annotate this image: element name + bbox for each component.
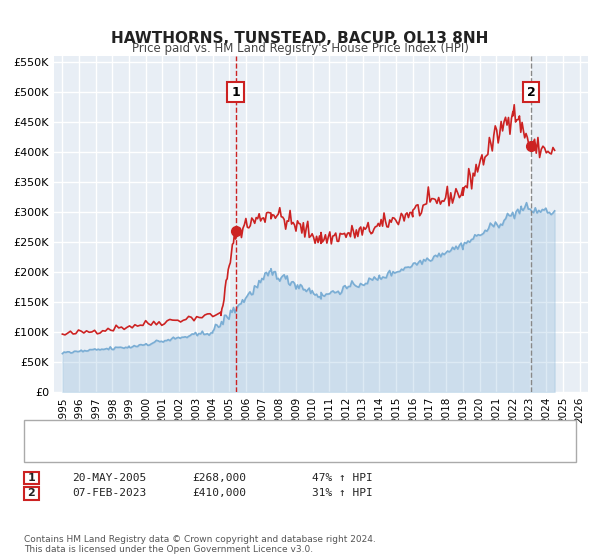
Text: ————: ———— <box>42 436 97 449</box>
Text: 20-MAY-2005: 20-MAY-2005 <box>72 473 146 483</box>
Text: 07-FEB-2023: 07-FEB-2023 <box>72 488 146 498</box>
Text: ————: ———— <box>42 447 97 460</box>
Text: Price paid vs. HM Land Registry's House Price Index (HPI): Price paid vs. HM Land Registry's House … <box>131 42 469 55</box>
Text: £268,000: £268,000 <box>192 473 246 483</box>
Text: Contains HM Land Registry data © Crown copyright and database right 2024.
This d: Contains HM Land Registry data © Crown c… <box>24 535 376 554</box>
Text: 1: 1 <box>28 473 35 483</box>
Text: £410,000: £410,000 <box>192 488 246 498</box>
Text: HPI: Average price, detached house, Rossendale: HPI: Average price, detached house, Ross… <box>87 449 339 459</box>
Text: 1: 1 <box>231 86 240 99</box>
Text: HAWTHORNS, TUNSTEAD, BACUP, OL13 8NH (detached house): HAWTHORNS, TUNSTEAD, BACUP, OL13 8NH (de… <box>87 437 414 447</box>
Text: 2: 2 <box>28 488 35 498</box>
Text: HAWTHORNS, TUNSTEAD, BACUP, OL13 8NH: HAWTHORNS, TUNSTEAD, BACUP, OL13 8NH <box>112 31 488 46</box>
Text: 2: 2 <box>527 86 536 99</box>
Text: 47% ↑ HPI: 47% ↑ HPI <box>312 473 373 483</box>
Text: 31% ↑ HPI: 31% ↑ HPI <box>312 488 373 498</box>
